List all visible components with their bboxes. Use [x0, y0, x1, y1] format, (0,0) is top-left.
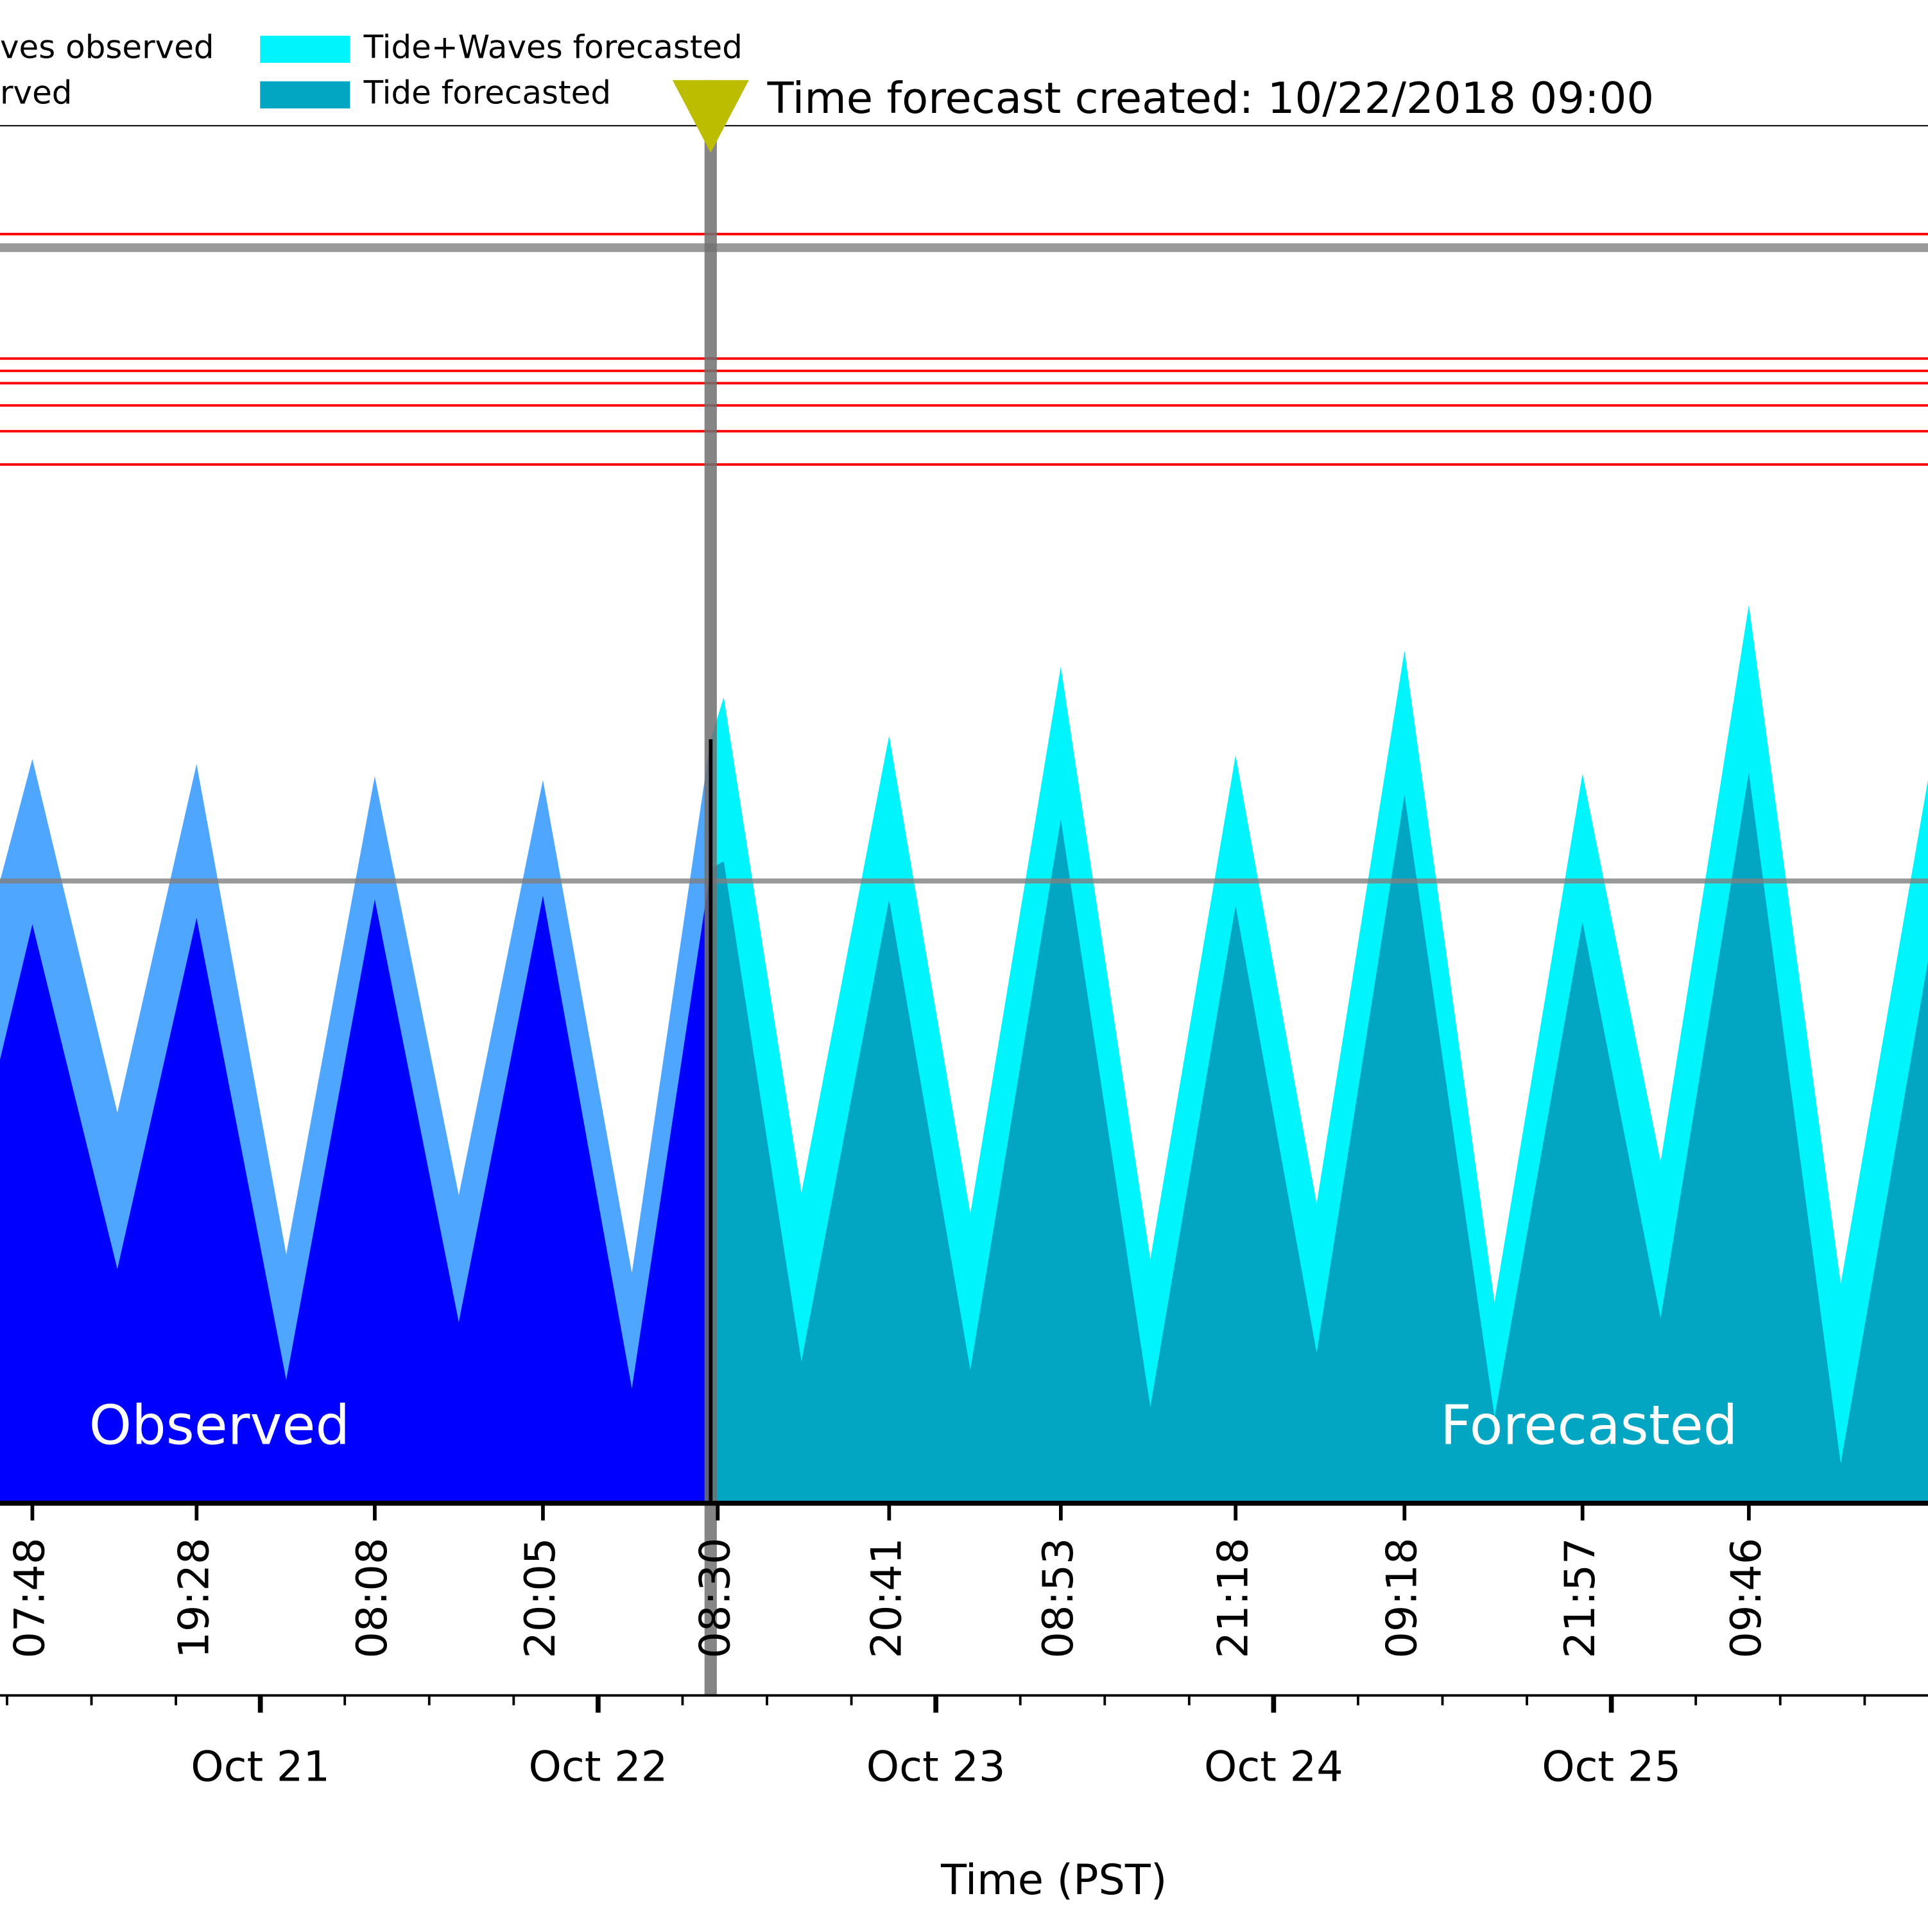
x-tick-label: 08:30: [691, 1538, 739, 1659]
x-tick-label: 07:48: [5, 1538, 54, 1659]
x-tick-label: 09:18: [1377, 1538, 1426, 1659]
date-tick-label: Oct 23: [866, 1743, 1006, 1791]
area: [710, 773, 1928, 1503]
region-label: Observed: [89, 1394, 350, 1457]
x-tick-label: 08:53: [1034, 1538, 1083, 1659]
x-tick-label: 08:08: [348, 1538, 397, 1659]
legend-label: rved: [0, 74, 72, 111]
x-tick-label: 19:28: [169, 1538, 218, 1659]
legend-label: Tide+Waves forecasted: [363, 28, 743, 65]
x-tick-label: 09:46: [1722, 1538, 1771, 1659]
x-tick-label: 21:57: [1556, 1538, 1605, 1659]
legend-label: Tide forecasted: [363, 74, 611, 111]
x-tick-label: 21:18: [1209, 1538, 1257, 1659]
date-tick-label: Oct 25: [1542, 1743, 1681, 1791]
date-tick-label: Oct 21: [191, 1743, 330, 1791]
date-tick-label: Oct 22: [529, 1743, 668, 1791]
legend-patch: [260, 81, 350, 108]
region-label: Forecasted: [1440, 1394, 1737, 1457]
forecast-label: Time forecast created: 10/22/2018 09:00: [767, 73, 1654, 123]
legend-patch: [260, 35, 350, 63]
x-tick-label: 20:05: [516, 1538, 565, 1659]
x-axis-label: Time (PST): [940, 1856, 1167, 1904]
area: [0, 868, 711, 1503]
x-tick-label: 20:41: [862, 1538, 911, 1659]
legend-label: ves observed: [0, 28, 214, 65]
forecast-marker: [672, 80, 749, 153]
date-tick-label: Oct 24: [1204, 1743, 1343, 1791]
